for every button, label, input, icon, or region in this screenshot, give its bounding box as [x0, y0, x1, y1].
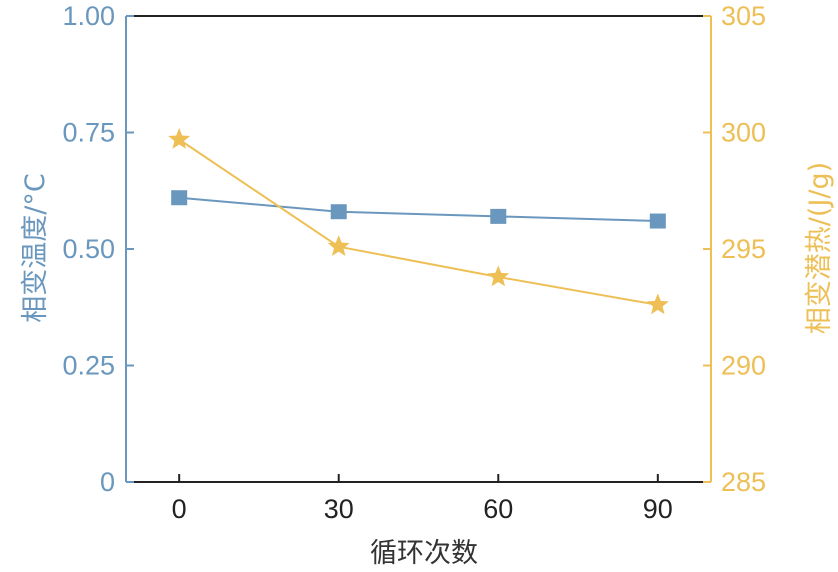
series-1-point — [649, 213, 666, 229]
series-1-point — [330, 204, 347, 220]
left-axis: 0 0.25 0.50 0.75 1.00 — [62, 1, 134, 497]
series-2-line — [178, 138, 658, 306]
plot-frame — [125, 15, 712, 483]
left-tick-label: 0.50 — [62, 234, 115, 264]
series-1-point — [490, 208, 507, 224]
series-1 — [171, 190, 666, 229]
series-layer — [168, 127, 669, 315]
series-2-point — [327, 235, 350, 256]
x-tick-label: 60 — [483, 494, 513, 524]
left-tick-label: 1.00 — [62, 1, 115, 31]
series-2-point — [168, 127, 191, 149]
right-tick-label: 290 — [721, 351, 766, 381]
x-axis-label: 循环次数 — [370, 538, 478, 569]
right-tick-label: 300 — [721, 118, 766, 148]
right-axis-label: 相变潜热/(J/g) — [804, 162, 835, 334]
right-tick-label: 295 — [721, 234, 766, 264]
x-axis: 0 30 60 90 — [172, 474, 673, 524]
x-tick-label: 0 — [172, 494, 187, 524]
series-1-line — [179, 196, 658, 223]
left-tick-label: 0.25 — [62, 351, 115, 381]
x-tick-label: 30 — [324, 494, 354, 524]
series-2-point — [487, 265, 510, 287]
left-axis-label: 相变温度/°C — [20, 173, 51, 322]
x-tick-label: 90 — [643, 494, 673, 524]
right-tick-label: 305 — [721, 1, 766, 31]
right-axis: 285 290 295 300 305 — [703, 1, 766, 497]
series-2 — [168, 127, 669, 315]
left-tick-label: 0.75 — [62, 118, 115, 148]
right-tick-label: 285 — [721, 467, 766, 497]
left-tick-label: 0 — [100, 467, 115, 497]
series-1-point — [171, 190, 188, 206]
series-2-point — [646, 293, 669, 315]
